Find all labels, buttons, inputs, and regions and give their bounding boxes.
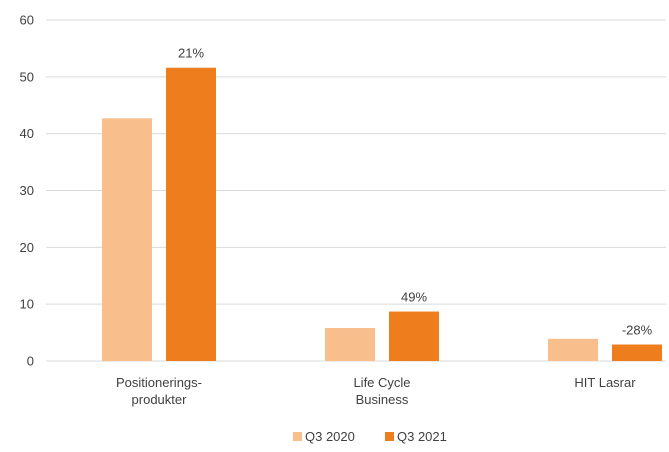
x-category-label: Positionerings-produkter	[116, 375, 202, 407]
legend-label: Q3 2020	[305, 429, 355, 444]
x-category-line: produkter	[132, 392, 188, 407]
data-label: -28%	[622, 323, 653, 338]
x-category-line: Business	[356, 392, 409, 407]
y-axis-ticks: 0 10 20 30 40 50 60	[20, 13, 34, 369]
x-category-label: HIT Lasrar	[574, 375, 636, 390]
bar-q3-2020	[325, 328, 375, 361]
legend-swatch	[385, 432, 394, 441]
bar-q3-2020	[102, 118, 152, 362]
data-labels: 21% 49% -28%	[178, 46, 653, 338]
x-axis-categories: Positionerings-produkter Life Cycle Busine…	[116, 375, 636, 407]
bar-q3-2021	[389, 311, 439, 361]
y-tick-label: 30	[20, 183, 34, 198]
y-tick-label: 10	[20, 297, 34, 312]
bar-q3-2020	[548, 338, 598, 361]
y-tick-label: 50	[20, 69, 34, 84]
data-label: 21%	[178, 46, 204, 61]
bars	[102, 67, 662, 362]
y-tick-label: 60	[20, 13, 34, 28]
x-category-line: Positionerings-	[116, 375, 202, 390]
y-tick-label: 20	[20, 240, 34, 255]
legend: Q3 2020 Q3 2021	[293, 429, 447, 444]
x-category-line: HIT Lasrar	[574, 375, 636, 390]
y-tick-label: 40	[20, 126, 34, 141]
y-tick-label: 0	[27, 354, 34, 369]
x-category-line: Life Cycle	[353, 375, 410, 390]
data-label: 49%	[401, 290, 427, 305]
bar-q3-2021	[166, 67, 216, 362]
bar-q3-2021	[612, 344, 662, 361]
legend-label: Q3 2021	[397, 429, 447, 444]
legend-swatch	[293, 432, 302, 441]
x-category-label: Life Cycle Business	[353, 375, 410, 407]
